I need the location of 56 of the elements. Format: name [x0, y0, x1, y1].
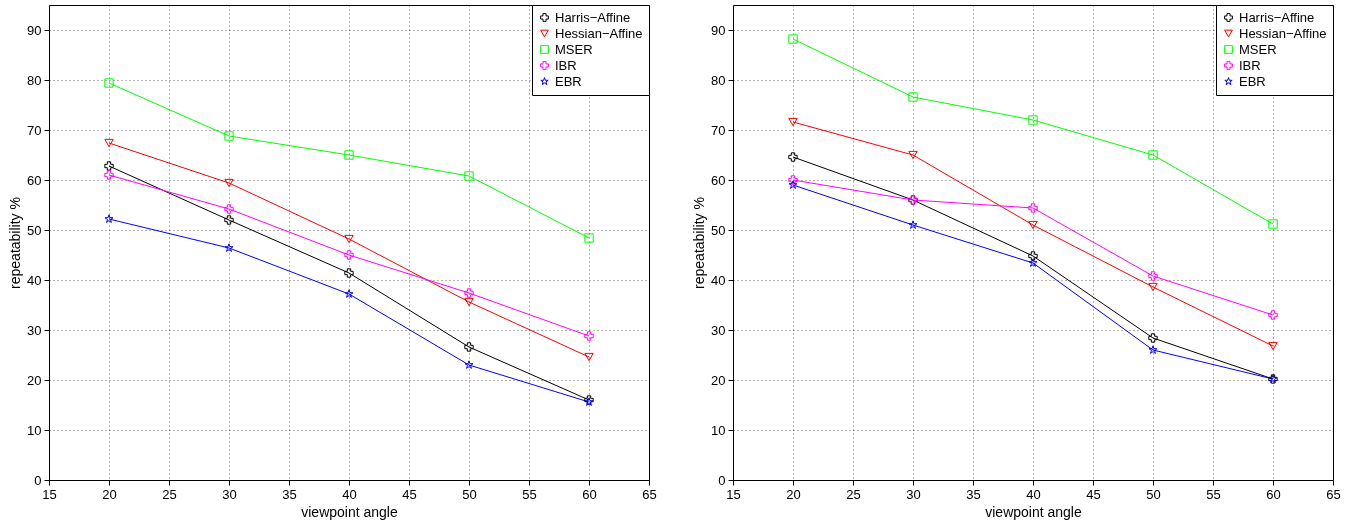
x-tick-label: 50: [1146, 486, 1161, 502]
legend-label: Hessian−Affine: [1239, 25, 1327, 41]
legend-label: Harris−Affine: [1239, 9, 1315, 25]
x-tick-label: 20: [102, 486, 117, 502]
legend-label: EBR: [1239, 73, 1266, 89]
x-tick-label: 30: [222, 486, 237, 502]
y-tick-label: 90: [711, 22, 726, 38]
x-tick-label: 25: [846, 486, 861, 502]
x-tick-label: 65: [642, 486, 657, 502]
y-tick-label: 80: [711, 72, 726, 88]
y-tick-label: 20: [711, 372, 726, 388]
x-tick-label: 15: [42, 486, 57, 502]
x-axis-title: viewpoint angle: [985, 503, 1082, 520]
y-tick-label: 0: [34, 472, 42, 488]
x-tick-label: 15: [726, 486, 741, 502]
y-tick-label: 40: [711, 272, 726, 288]
y-tick-label: 10: [711, 422, 726, 438]
x-tick-label: 30: [906, 486, 921, 502]
x-tick-label: 45: [402, 486, 417, 502]
x-tick-label: 25: [162, 486, 177, 502]
legend-label: IBR: [1239, 57, 1261, 73]
y-axis-title: repeatability %: [7, 197, 24, 289]
x-tick-label: 50: [462, 486, 477, 502]
legend-label: MSER: [555, 41, 593, 57]
x-tick-label: 35: [282, 486, 297, 502]
y-tick-label: 0: [718, 472, 726, 488]
y-tick-label: 20: [27, 372, 42, 388]
legend-label: MSER: [1239, 41, 1277, 57]
x-tick-label: 65: [1326, 486, 1341, 502]
y-tick-label: 10: [27, 422, 42, 438]
x-tick-label: 35: [966, 486, 981, 502]
x-tick-label: 60: [1266, 486, 1281, 502]
y-tick-label: 40: [27, 272, 42, 288]
y-tick-label: 60: [711, 172, 726, 188]
legend-label: Harris−Affine: [555, 9, 631, 25]
y-tick-label: 30: [711, 322, 726, 338]
y-tick-label: 30: [27, 322, 42, 338]
x-tick-label: 45: [1086, 486, 1101, 502]
x-tick-label: 40: [342, 486, 357, 502]
legend-label: Hessian−Affine: [555, 25, 643, 41]
x-tick-label: 60: [582, 486, 597, 502]
x-axis-title: viewpoint angle: [301, 503, 398, 520]
x-tick-label: 20: [786, 486, 801, 502]
x-tick-label: 55: [522, 486, 537, 502]
y-tick-label: 50: [711, 222, 726, 238]
y-axis-title: repeatability %: [691, 197, 708, 289]
x-tick-label: 40: [1026, 486, 1041, 502]
legend-label: EBR: [555, 73, 582, 89]
y-tick-label: 70: [27, 122, 42, 138]
y-tick-label: 80: [27, 72, 42, 88]
y-tick-label: 50: [27, 222, 42, 238]
x-tick-label: 55: [1206, 486, 1221, 502]
y-tick-label: 70: [711, 122, 726, 138]
legend-label: IBR: [555, 57, 577, 73]
y-tick-label: 60: [27, 172, 42, 188]
y-tick-label: 90: [27, 22, 42, 38]
